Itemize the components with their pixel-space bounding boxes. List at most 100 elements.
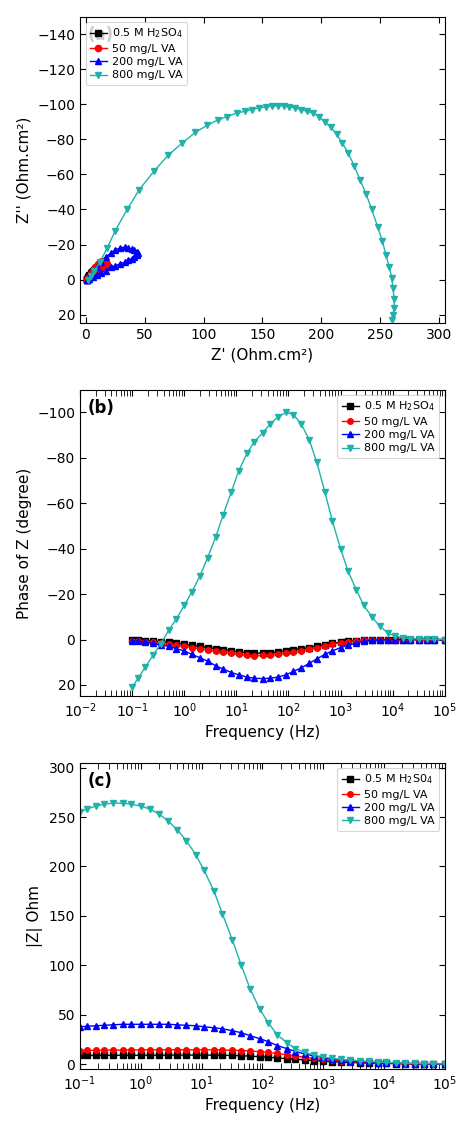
800 mg/L VA (357, 1054, 363, 1068)
800 mg/L VA (269, 99, 274, 113)
800 mg/L VA (412, 1057, 418, 1070)
50 mg/L VA (97, 255, 103, 269)
200 mg/L VA (283, 668, 289, 681)
200 mg/L VA (183, 1018, 189, 1032)
0.5 M H$_2$SO$_4$ (314, 640, 319, 653)
0.5 M H$_2$S0$_4$ (110, 1049, 116, 1062)
800 mg/L VA (228, 485, 234, 498)
200 mg/L VA (84, 272, 90, 286)
200 mg/L VA (189, 647, 195, 661)
50 mg/L VA (110, 1043, 116, 1057)
800 mg/L VA (156, 807, 162, 820)
800 mg/L VA (298, 103, 304, 116)
800 mg/L VA (91, 264, 97, 278)
200 mg/L VA (112, 259, 118, 272)
50 mg/L VA (385, 633, 391, 646)
800 mg/L VA (346, 147, 351, 160)
200 mg/L VA (138, 1017, 144, 1031)
0.5 M H$_2$SO$_4$ (84, 272, 90, 286)
0.5 M H$_2$S0$_4$ (442, 1058, 447, 1071)
0.5 M H$_2$SO$_4$ (401, 633, 406, 646)
200 mg/L VA (174, 1018, 180, 1032)
50 mg/L VA (166, 637, 172, 651)
800 mg/L VA (369, 202, 374, 216)
800 mg/L VA (215, 113, 220, 127)
Line: 50 mg/L VA: 50 mg/L VA (129, 637, 447, 659)
0.5 M H$_2$S0$_4$ (193, 1049, 199, 1062)
50 mg/L VA (219, 1043, 225, 1057)
200 mg/L VA (120, 1017, 126, 1031)
200 mg/L VA (291, 664, 296, 678)
800 mg/L VA (304, 105, 310, 119)
50 mg/L VA (393, 1057, 399, 1070)
200 mg/L VA (93, 1019, 99, 1033)
50 mg/L VA (238, 1044, 244, 1058)
0.5 M H$_2$SO$_4$ (84, 272, 90, 286)
200 mg/L VA (366, 1055, 372, 1069)
0.5 M H$_2$S0$_4$ (101, 1049, 107, 1062)
50 mg/L VA (129, 634, 135, 647)
50 mg/L VA (135, 634, 141, 647)
Line: 800 mg/L VA: 800 mg/L VA (85, 103, 397, 323)
200 mg/L VA (260, 672, 265, 686)
800 mg/L VA (334, 128, 339, 141)
0.5 M H$_2$S0$_4$ (257, 1050, 263, 1063)
50 mg/L VA (442, 1058, 447, 1071)
Legend: 0.5 M H$_2$SO$_4$, 50 mg/L VA, 200 mg/L VA, 800 mg/L VA: 0.5 M H$_2$SO$_4$, 50 mg/L VA, 200 mg/L … (337, 396, 439, 458)
800 mg/L VA (347, 1053, 353, 1067)
200 mg/L VA (103, 264, 109, 278)
200 mg/L VA (87, 272, 92, 286)
200 mg/L VA (267, 671, 273, 685)
800 mg/L VA (166, 624, 172, 637)
800 mg/L VA (375, 220, 381, 234)
800 mg/L VA (380, 234, 385, 247)
800 mg/L VA (275, 410, 281, 424)
800 mg/L VA (256, 101, 262, 114)
50 mg/L VA (412, 1057, 418, 1070)
0.5 M H$_2$SO$_4$ (88, 267, 93, 280)
800 mg/L VA (192, 125, 198, 139)
800 mg/L VA (84, 802, 90, 816)
800 mg/L VA (260, 426, 265, 440)
50 mg/L VA (228, 646, 234, 660)
50 mg/L VA (392, 633, 398, 646)
200 mg/L VA (274, 1038, 280, 1052)
800 mg/L VA (183, 834, 189, 848)
200 mg/L VA (346, 638, 351, 652)
800 mg/L VA (346, 565, 351, 579)
800 mg/L VA (383, 249, 389, 262)
50 mg/L VA (173, 638, 179, 652)
200 mg/L VA (173, 642, 179, 655)
800 mg/L VA (238, 958, 244, 972)
0.5 M H$_2$S0$_4$ (265, 1051, 271, 1064)
800 mg/L VA (151, 164, 157, 177)
0.5 M H$_2$SO$_4$ (91, 263, 97, 277)
Line: 0.5 M H$_2$SO$_4$: 0.5 M H$_2$SO$_4$ (83, 268, 98, 282)
800 mg/L VA (104, 241, 110, 254)
0.5 M H$_2$SO$_4$ (275, 645, 281, 659)
Line: 200 mg/L VA: 200 mg/L VA (84, 244, 141, 282)
0.5 M H$_2$SO$_4$ (213, 642, 219, 655)
0.5 M H$_2$SO$_4$ (236, 645, 241, 659)
200 mg/L VA (101, 1018, 107, 1032)
50 mg/L VA (156, 1043, 162, 1057)
200 mg/L VA (122, 241, 128, 254)
0.5 M H$_2$SO$_4$ (260, 646, 265, 660)
200 mg/L VA (320, 1051, 326, 1064)
0.5 M H$_2$SO$_4$ (244, 646, 250, 660)
0.5 M H$_2$S0$_4$ (375, 1057, 381, 1070)
200 mg/L VA (103, 250, 109, 263)
0.5 M H$_2$S0$_4$ (238, 1049, 244, 1062)
200 mg/L VA (117, 257, 123, 270)
0.5 M H$_2$SO$_4$ (143, 634, 148, 647)
0.5 M H$_2$SO$_4$ (228, 644, 234, 658)
0.5 M H$_2$SO$_4$ (87, 269, 92, 282)
200 mg/L VA (377, 633, 383, 646)
0.5 M H$_2$S0$_4$ (347, 1055, 353, 1069)
50 mg/L VA (147, 1043, 153, 1057)
50 mg/L VA (236, 647, 241, 661)
50 mg/L VA (354, 634, 359, 647)
0.5 M H$_2$S0$_4$ (292, 1052, 298, 1066)
200 mg/L VA (193, 1019, 199, 1033)
50 mg/L VA (401, 633, 406, 646)
